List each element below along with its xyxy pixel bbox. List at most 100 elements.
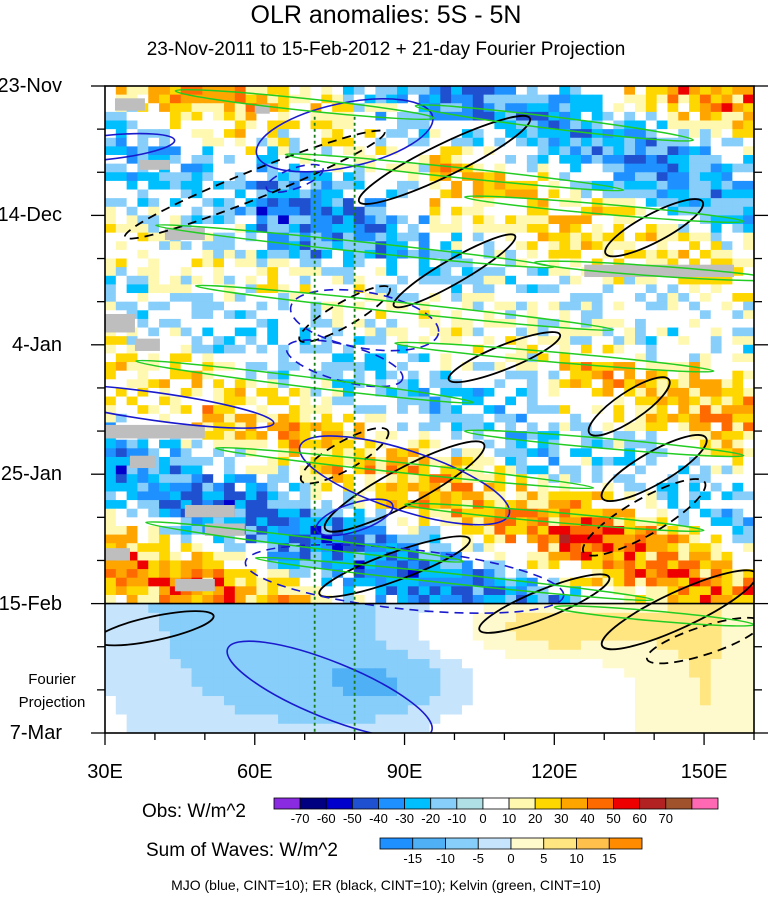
obs-cell	[516, 189, 528, 199]
obs-cell	[191, 120, 203, 130]
obs-cell	[451, 482, 463, 493]
projection-cell	[548, 649, 560, 660]
obs-cell	[732, 120, 744, 130]
projection-cell	[245, 631, 258, 642]
obs-cell	[743, 594, 754, 605]
obs-cell	[299, 594, 312, 605]
obs-cell	[310, 353, 322, 363]
obs-cell	[191, 362, 203, 372]
projection-cell	[472, 622, 485, 632]
obs-cell	[429, 224, 441, 234]
obs-cell	[689, 284, 701, 294]
obs-cell	[321, 551, 333, 562]
obs-cell	[526, 534, 539, 544]
obs-cell	[505, 163, 517, 173]
er-contour	[645, 616, 754, 665]
projection-cell	[288, 677, 301, 688]
obs-cell	[505, 448, 517, 458]
obs-cell	[429, 284, 441, 294]
projection-cell	[169, 723, 182, 733]
obs-cell	[580, 465, 593, 475]
obs-cell	[699, 224, 712, 234]
obs-cell	[667, 249, 679, 260]
obs-cell	[353, 94, 366, 104]
obs-cell	[494, 258, 506, 268]
obs-cell	[570, 94, 582, 104]
obs-cell	[635, 482, 647, 493]
obs-cell	[202, 318, 214, 329]
obs-cell	[137, 180, 149, 191]
obs-cell	[310, 422, 322, 432]
obs-cell	[213, 456, 225, 467]
obs-cell	[342, 163, 355, 173]
projection-cell	[310, 668, 322, 679]
projection-cell	[213, 631, 225, 642]
projection-cell	[105, 659, 117, 669]
obs-cell	[635, 198, 647, 208]
obs-cell	[223, 387, 236, 398]
obs-cell	[386, 387, 398, 398]
obs-cell	[407, 293, 420, 303]
mjo-contour	[315, 498, 394, 537]
obs-cell	[321, 318, 333, 329]
obs-cell	[105, 180, 117, 191]
obs-cell	[591, 344, 604, 355]
obs-cell	[461, 482, 474, 493]
obs-cell	[105, 534, 117, 544]
obs-cell	[267, 224, 279, 234]
obs-cell	[624, 517, 636, 527]
obs-cell	[559, 517, 571, 527]
projection-cell	[451, 723, 463, 733]
obs-cell	[332, 275, 344, 286]
obs-cell	[559, 594, 571, 605]
obs-cell	[418, 146, 431, 156]
obs-cell	[407, 431, 420, 441]
obs-cell	[483, 387, 495, 398]
obs-cell	[710, 155, 723, 165]
obs-cell	[234, 172, 247, 182]
obs-cell	[126, 500, 139, 510]
obs-cell	[223, 94, 236, 104]
obs-cell	[321, 405, 333, 415]
projection-cell	[656, 603, 669, 614]
obs-cell	[115, 189, 128, 199]
obs-cell	[310, 146, 322, 156]
obs-cell	[137, 120, 149, 130]
obs-cell	[526, 129, 539, 139]
obs-cell	[115, 534, 128, 544]
obs-cell	[743, 111, 754, 122]
obs-cell	[537, 586, 550, 596]
obs-legend-label: 60	[632, 811, 647, 826]
obs-cell	[321, 172, 333, 182]
obs-cell	[624, 249, 636, 260]
obs-cell	[461, 224, 474, 234]
obs-cell	[743, 103, 754, 113]
projection-cell	[223, 622, 236, 632]
obs-cell	[332, 189, 344, 199]
obs-cell	[223, 111, 236, 122]
obs-cell	[472, 224, 485, 234]
obs-cell	[278, 137, 290, 147]
obs-cell	[710, 172, 723, 182]
obs-cell	[732, 431, 744, 441]
obs-cell	[386, 318, 398, 329]
obs-cell	[429, 362, 441, 372]
obs-cell	[332, 353, 344, 363]
obs-cell	[483, 327, 495, 337]
obs-cell	[288, 577, 301, 587]
obs-cell	[407, 232, 420, 242]
obs-cell	[310, 120, 322, 130]
projection-cell	[635, 677, 647, 688]
obs-cell	[169, 379, 182, 389]
projection-cell	[635, 612, 647, 623]
projection-cell	[342, 677, 355, 688]
obs-cell	[613, 422, 625, 432]
obs-cell	[169, 215, 182, 225]
obs-cell	[570, 517, 582, 527]
obs-cell	[353, 120, 366, 130]
projection-cell	[245, 612, 258, 623]
obs-cell	[526, 560, 539, 570]
projection-cell	[570, 612, 582, 623]
obs-cell	[732, 267, 744, 277]
obs-cell	[245, 431, 258, 441]
